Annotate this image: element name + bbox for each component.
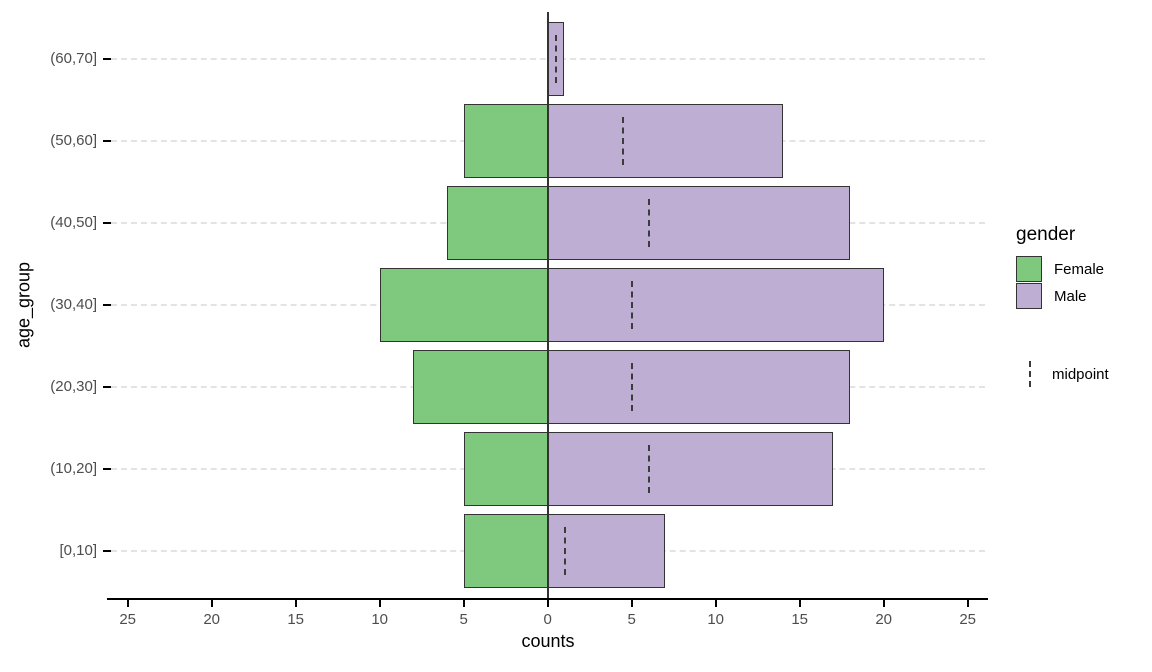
y-tick — [103, 140, 111, 142]
x-tick — [798, 600, 801, 607]
midpoint-line — [647, 199, 650, 247]
y-tick-label: [0,10] — [59, 542, 97, 559]
female-bar — [463, 104, 548, 178]
y-tick-label: (20,30] — [50, 378, 97, 395]
y-tick-label: (30,40] — [50, 296, 97, 313]
male-bar — [547, 104, 783, 178]
x-tick — [966, 600, 969, 607]
y-tick — [103, 550, 111, 552]
y-tick — [103, 58, 111, 60]
x-tick — [294, 600, 297, 607]
female-bar — [463, 514, 548, 588]
female-legend-label: Female — [1054, 261, 1105, 278]
y-tick — [103, 222, 111, 224]
x-axis-line — [107, 598, 988, 600]
y-tick-label: (40,50] — [50, 214, 97, 231]
y-tick — [103, 386, 111, 388]
x-tick — [546, 600, 549, 607]
midpoint-line — [647, 445, 650, 493]
x-tick-label: 5 — [459, 611, 468, 628]
x-tick-label: 0 — [543, 611, 552, 628]
x-tick-label: 15 — [791, 611, 809, 628]
x-tick — [126, 600, 129, 607]
x-tick — [378, 600, 381, 607]
female-bar — [446, 186, 548, 260]
x-tick-label: 20 — [875, 611, 893, 628]
male-legend-swatch — [1016, 283, 1042, 309]
midpoint-legend-label: midpoint — [1052, 366, 1109, 383]
female-legend-swatch — [1016, 256, 1042, 282]
midpoint-line — [563, 527, 566, 575]
zero-baseline — [546, 12, 549, 602]
male-bar — [547, 186, 851, 260]
midpoint-line — [622, 117, 625, 165]
midpoint-line — [630, 363, 633, 411]
male-legend-label: Male — [1054, 288, 1087, 305]
midpoint-line — [555, 35, 558, 83]
y-tick-label: (60,70] — [50, 50, 97, 67]
y-tick-label: (10,20] — [50, 460, 97, 477]
x-tick-label: 10 — [707, 611, 725, 628]
x-tick-label: 25 — [119, 611, 137, 628]
midpoint-line — [630, 281, 633, 329]
x-tick — [630, 600, 633, 607]
x-axis-title: counts — [521, 631, 575, 651]
y-tick — [103, 468, 111, 470]
x-tick — [462, 600, 465, 607]
x-tick — [882, 600, 885, 607]
y-tick — [103, 304, 111, 306]
legend-gender-title: gender — [1016, 224, 1076, 245]
male-bar — [547, 432, 834, 506]
male-bar — [547, 268, 884, 342]
y-tick-label: (50,60] — [50, 132, 97, 149]
x-tick — [714, 600, 717, 607]
x-tick-label: 15 — [287, 611, 305, 628]
midpoint-legend-key — [1029, 361, 1031, 387]
plot-panel — [111, 8, 985, 602]
male-bar — [547, 514, 666, 588]
male-bar — [547, 350, 851, 424]
female-bar — [413, 350, 548, 424]
x-tick-label: 25 — [959, 611, 977, 628]
x-tick — [210, 600, 213, 607]
x-tick-label: 5 — [627, 611, 636, 628]
x-tick-label: 10 — [371, 611, 389, 628]
female-bar — [463, 432, 548, 506]
female-bar — [379, 268, 548, 342]
x-tick-label: 20 — [203, 611, 221, 628]
